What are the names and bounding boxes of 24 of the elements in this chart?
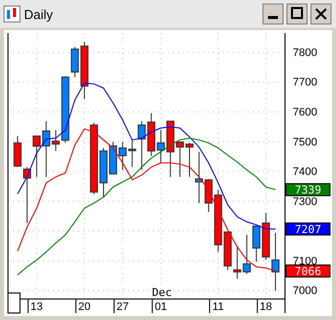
x-tick-label: 20 — [78, 300, 91, 313]
candlestick — [271, 232, 280, 292]
x-tick-label: 11 — [212, 300, 224, 313]
candlestick — [242, 234, 251, 274]
y-tick-label: 7000 — [292, 285, 318, 298]
data-label: 7339 — [294, 184, 322, 197]
x-tick-label: 27 — [116, 300, 129, 313]
y-tick-label: 7500 — [292, 136, 318, 148]
y-tick-label: 7700 — [292, 76, 318, 89]
y-tick-label: 7400 — [292, 166, 318, 178]
x-tick-label: 13 — [30, 300, 43, 313]
x-tick-label: 01 — [154, 300, 167, 313]
chart-title: Daily — [24, 7, 54, 22]
y-tick-label: 7600 — [292, 106, 318, 118]
data-label: 7207 — [294, 223, 322, 236]
x-tick-label: 18 — [260, 300, 272, 313]
candlestick — [52, 130, 60, 152]
y-tick-label: 7100 — [292, 255, 318, 268]
annotation: Dec — [152, 286, 172, 299]
data-label: 7066 — [294, 265, 322, 278]
candlestick — [138, 120, 146, 171]
candlestick — [14, 136, 22, 168]
y-tick-label: 7300 — [292, 196, 318, 208]
y-tick-label: 7800 — [292, 46, 318, 59]
